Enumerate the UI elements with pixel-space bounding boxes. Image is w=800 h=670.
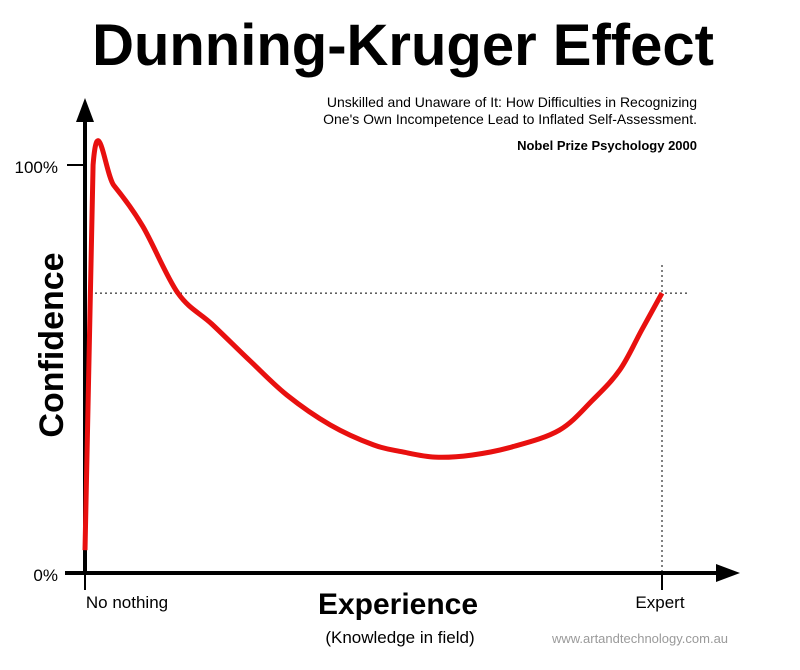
- curve: [82, 138, 665, 551]
- y-tick-label: 0%: [33, 566, 58, 585]
- chart-title: Dunning-Kruger Effect: [92, 13, 714, 78]
- x-tick-label: No nothing: [86, 593, 168, 612]
- y-arrow: [76, 98, 94, 122]
- x-axis-sublabel: (Knowledge in field): [325, 628, 474, 647]
- x-tick-label: Expert: [635, 593, 684, 612]
- x-axis-label: Experience: [318, 588, 478, 621]
- note: Nobel Prize Psychology 2000: [517, 138, 697, 153]
- credit: www.artandtechnology.com.au: [551, 631, 728, 646]
- y-tick-label: 100%: [15, 158, 58, 177]
- subtitle: Unskilled and Unaware of It: How Difficu…: [327, 94, 697, 110]
- y-axis-label: Confidence: [33, 252, 71, 437]
- subtitle: One's Own Incompetence Lead to Inflated …: [323, 111, 697, 127]
- x-arrow: [716, 564, 740, 582]
